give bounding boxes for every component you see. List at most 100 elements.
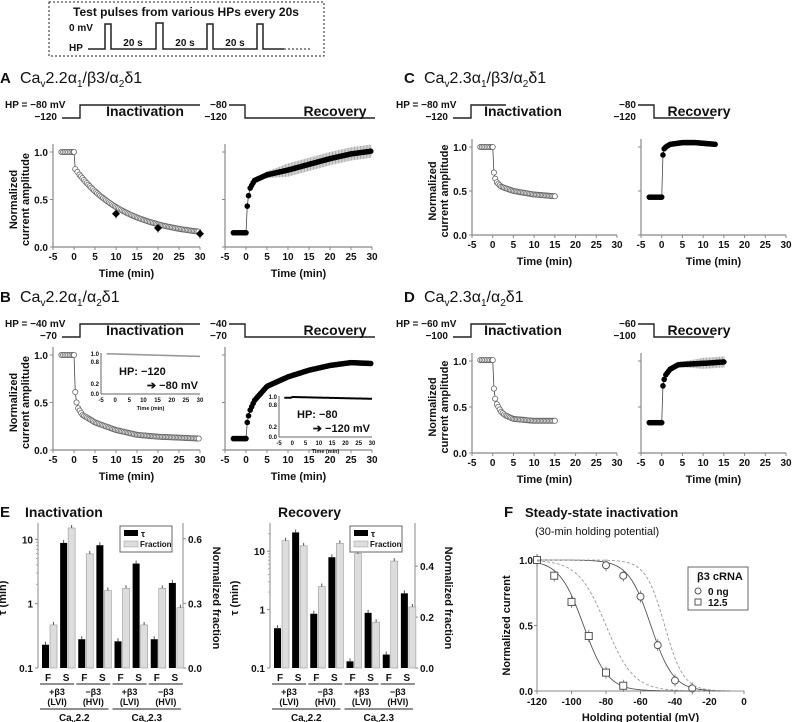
group-label: −β3 — [85, 687, 101, 697]
bar-fraction — [49, 624, 58, 669]
group-label: (LVI) — [352, 697, 371, 707]
plot-D-inactivation: -5 0 5 10 15 20 25 30 0.0 0.5 1.0 Time (min) Normali… — [427, 353, 623, 486]
x-tick-label: 25 — [345, 252, 357, 263]
x-tick-label: -80 — [599, 697, 614, 708]
subscript: v — [40, 79, 45, 90]
inset-label: HP: −80 — [297, 409, 338, 421]
channel-segment: Ca — [363, 713, 376, 722]
x-tick-label: 15 — [131, 455, 143, 466]
chart-E-inactivation: 0.1 1 10 0.0 0.3 0.6 τ (min) Normalized fractio… — [0, 523, 222, 722]
panel-title: C Cav2.3α1/β3/α2δ1 — [404, 70, 546, 90]
chart-title: Steady-state inactivation — [525, 505, 678, 520]
bar-tau — [132, 563, 140, 668]
plot-B-recovery: -5 0 5 10 15 20 25 30 Time (min) — [221, 347, 378, 483]
protocol-name: Recovery — [303, 322, 366, 338]
y-tick-label: 10 — [254, 547, 266, 558]
step-trace — [229, 104, 375, 119]
inset-x-tick: -5 — [98, 398, 104, 404]
series-line — [61, 151, 199, 232]
data-point — [661, 376, 667, 383]
data-point — [721, 359, 727, 365]
y-tick-label: 0.5 — [519, 622, 533, 633]
x-tick-label: 0 — [659, 458, 665, 469]
bar-tau — [328, 557, 336, 668]
y-axis-label: current amplitude — [439, 361, 451, 454]
group-label: +β3 — [354, 687, 370, 697]
subscript: 2 — [523, 79, 529, 90]
panel-letter: E — [0, 504, 10, 521]
legend-marker-square — [694, 598, 702, 606]
inset-x-tick: 10 — [316, 441, 323, 447]
x-tick-label: 25 — [173, 455, 185, 466]
recovery-protocol: −80−120 Recovery — [204, 100, 375, 123]
group-label: −β3 — [390, 687, 406, 697]
inset-y-tick: 0.8 — [91, 360, 100, 366]
x-tick-label: 10 — [529, 458, 541, 469]
step-trace — [229, 323, 375, 338]
legend-swatch-tau — [354, 530, 368, 536]
inset-B-inactivation: 1.0 0.8 0.2 0.0-5 0 5 10 15 20 25 30 Time (min) HP: … — [91, 349, 204, 412]
x-tick-label: 25 — [760, 240, 772, 251]
channel-label: Cav2.3 — [131, 713, 162, 722]
x-tick-label: 30 — [366, 455, 378, 466]
x-tick-label: 20 — [739, 240, 751, 251]
bar-fraction — [140, 624, 148, 669]
y-tick-label: 1.0 — [453, 357, 467, 368]
channel-segment: 2.2 — [76, 713, 90, 722]
step-trace — [453, 104, 506, 119]
step-trace — [638, 323, 714, 338]
inset-background — [99, 349, 202, 401]
y-tick-label: 0.0 — [34, 243, 48, 254]
plot-A-inactivation: -5 0 5 10 15 20 25 30 0.0 0.5 1.0 Time (min) Normali… — [8, 144, 206, 280]
subpanel-title: Recovery — [278, 504, 341, 520]
data-point — [658, 194, 665, 200]
x-tick-label: 10 — [110, 455, 122, 466]
bar-tau — [364, 612, 372, 668]
bar-fraction — [104, 590, 112, 669]
y-tick-label: 0.1 — [251, 664, 265, 675]
bar-fraction — [336, 542, 344, 669]
data-point-circle — [636, 592, 645, 601]
data-point — [71, 351, 78, 358]
inset-x-tick: 15 — [154, 398, 161, 404]
bar-tau — [96, 545, 104, 668]
bar-tau — [382, 654, 390, 668]
inset-x-tick: -5 — [276, 441, 282, 447]
bar-tau — [292, 532, 300, 668]
fs-label: F — [154, 673, 160, 684]
y-tick-label: 0.0 — [453, 449, 467, 460]
title-segment: Ca — [20, 289, 41, 306]
channel-segment: 2.2 — [308, 713, 322, 722]
y-axis-label: current amplitude — [439, 145, 451, 238]
inset-label: ➔ −120 mV — [313, 423, 371, 435]
inactivation-protocol: HP = −40 mV−70 Inactivation — [5, 319, 200, 342]
panel-title: A Cav2.2α1/β3/α2δ1 — [0, 70, 142, 90]
legend-label: 12.5 — [708, 598, 728, 609]
x-tick-label: 15 — [303, 455, 315, 466]
fs-label: F — [349, 673, 355, 684]
x-tick-label: 25 — [760, 458, 772, 469]
subscript: 2 — [119, 79, 125, 90]
title-segment: Ca — [20, 70, 41, 87]
x-tick-label: 20 — [152, 252, 164, 263]
group-label: +β3 — [281, 687, 297, 697]
hp-low-label: −120 — [425, 112, 448, 123]
panel-title: B Cav2.2α1/α2δ1 — [0, 289, 120, 309]
y-axis-label-left: τ (min) — [0, 580, 9, 615]
y-tick-label: 1.0 — [34, 351, 48, 362]
recovery-protocol: −80−120 Recovery — [613, 100, 730, 123]
panel-title-text: Cav2.2α1/α2δ1 — [20, 289, 120, 309]
bar-tau — [78, 639, 86, 668]
x-tick-label: 5 — [511, 240, 517, 251]
data-point — [367, 360, 374, 367]
bar-fraction — [122, 588, 130, 669]
y-axis-label: Normalized current — [501, 575, 513, 676]
y-tick-label: 1 — [27, 600, 33, 611]
x-tick-label: -5 — [49, 455, 58, 466]
inset-y-tick: 0.8 — [269, 403, 278, 409]
inset-x-tick: 30 — [197, 398, 204, 404]
x-tick-label: -5 — [637, 240, 646, 251]
bar-fraction — [372, 621, 380, 669]
subpanel-title: Inactivation — [25, 504, 103, 520]
x-tick-label: 0 — [243, 252, 249, 263]
